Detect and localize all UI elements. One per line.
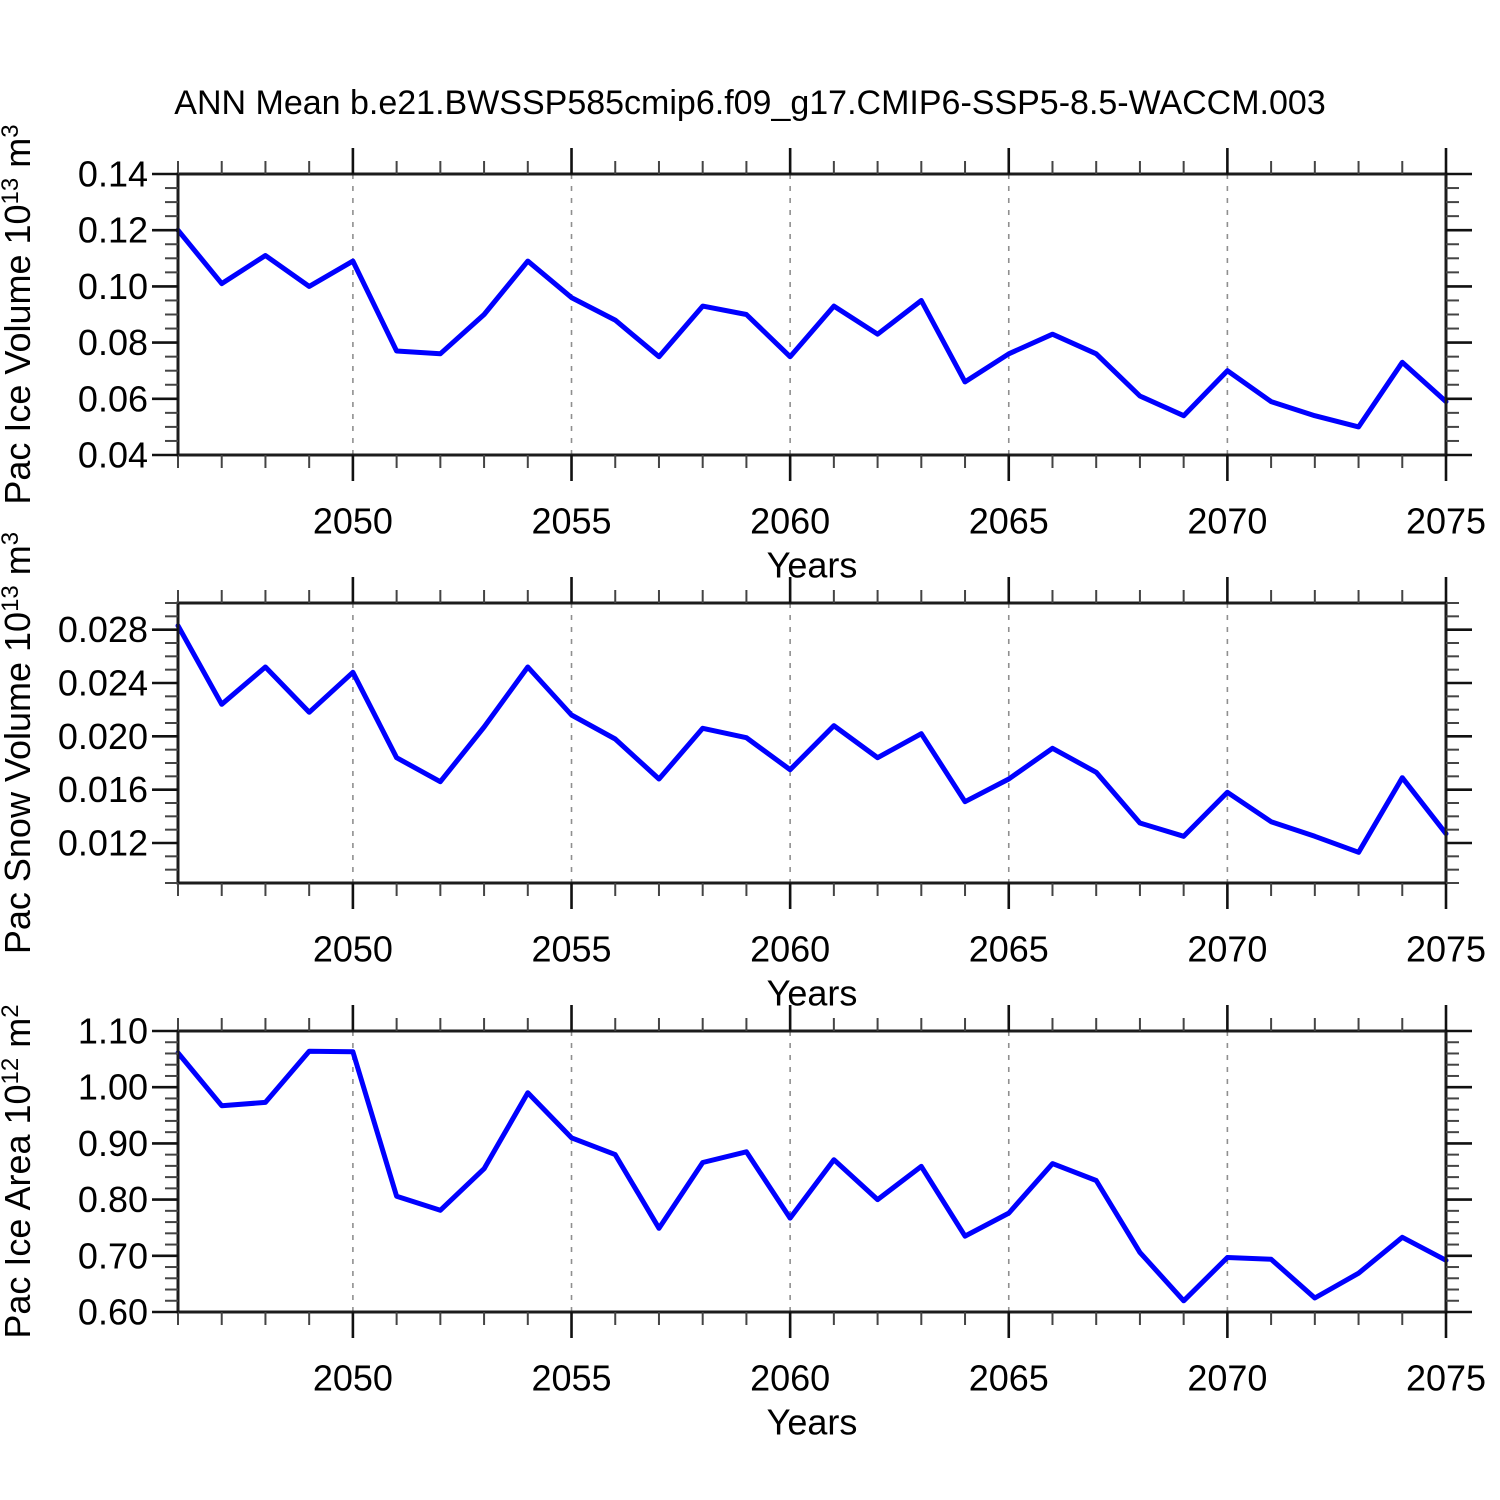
pac-snow-volume-gridlines bbox=[352, 603, 1229, 883]
x-tick-label: 2075 bbox=[1406, 929, 1486, 970]
pac-ice-area-line bbox=[175, 1048, 1449, 1304]
y-tick-label: 0.90 bbox=[78, 1123, 148, 1164]
x-tick-label: 2075 bbox=[1406, 501, 1486, 542]
x-tick-label: 2055 bbox=[531, 501, 611, 542]
y-tick-label: 0.80 bbox=[78, 1179, 148, 1220]
pac-ice-area-x-axis-label: Years bbox=[767, 1402, 858, 1443]
pac-ice-volume-y-ticks bbox=[152, 172, 1472, 457]
pac-snow-volume-y-axis-label: Pac Snow Volume 1013 m3 bbox=[0, 532, 38, 954]
pac-snow-volume-x-axis-label: Years bbox=[767, 973, 858, 1014]
x-tick-label: 2050 bbox=[313, 501, 393, 542]
panel-pac-ice-area: 0.60 0.70 0.80 0.90 1.00 1.10 2050 2055 2060 2065… bbox=[0, 1004, 1486, 1442]
y-tick-label: 1.00 bbox=[78, 1067, 148, 1108]
x-tick-label: 2060 bbox=[750, 929, 830, 970]
pac-ice-area-plot-border bbox=[176, 1029, 1448, 1314]
y-tick-label: 0.04 bbox=[78, 435, 148, 476]
x-tick-label: 2075 bbox=[1406, 1358, 1486, 1399]
x-tick-label: 2065 bbox=[969, 501, 1049, 542]
x-tick-label: 2065 bbox=[969, 929, 1049, 970]
y-tick-label: 0.012 bbox=[58, 823, 148, 864]
chart-title: ANN Mean b.e21.BWSSP585cmip6.f09_g17.CMI… bbox=[174, 84, 1326, 122]
pac-ice-volume-x-axis-label: Years bbox=[767, 545, 858, 586]
pac-snow-volume-plot-border bbox=[176, 601, 1448, 885]
y-tick-label: 0.06 bbox=[78, 378, 148, 419]
x-tick-label: 2050 bbox=[313, 1358, 393, 1399]
panel-pac-snow-volume: 0.012 0.016 0.020 0.024 0.028 2050 2055 2060 206… bbox=[0, 532, 1486, 1014]
y-tick-label: 0.60 bbox=[78, 1292, 148, 1333]
x-tick-label: 2060 bbox=[750, 501, 830, 542]
pac-ice-area-x-ticks bbox=[177, 1005, 1448, 1338]
x-tick-label: 2065 bbox=[969, 1358, 1049, 1399]
y-tick-label: 0.14 bbox=[78, 154, 148, 195]
panel-pac-ice-volume: 0.04 0.06 0.08 0.10 0.12 0.14 2050 2055 2060 2065… bbox=[0, 124, 1486, 585]
x-tick-label: 2055 bbox=[531, 929, 611, 970]
y-tick-label: 0.028 bbox=[58, 609, 148, 650]
x-tick-label: 2055 bbox=[531, 1358, 611, 1399]
x-tick-label: 2070 bbox=[1187, 929, 1267, 970]
pac-snow-volume-y-ticks bbox=[152, 602, 1472, 884]
pac-ice-area-y-ticks bbox=[152, 1029, 1472, 1314]
pac-snow-volume-line bbox=[175, 623, 1449, 855]
x-tick-label: 2070 bbox=[1187, 1358, 1267, 1399]
x-tick-label: 2050 bbox=[313, 929, 393, 970]
y-tick-label: 1.10 bbox=[78, 1011, 148, 1052]
y-tick-label: 0.12 bbox=[78, 210, 148, 251]
y-tick-label: 0.020 bbox=[58, 716, 148, 757]
pac-snow-volume-x-ticks bbox=[177, 577, 1448, 909]
x-tick-label: 2070 bbox=[1187, 501, 1267, 542]
pac-ice-volume-y-axis-label: Pac Ice Volume 1013 m3 bbox=[0, 124, 38, 504]
pac-ice-volume-line bbox=[175, 227, 1449, 430]
pac-ice-area-y-axis-label: Pac Ice Area 1012 m2 bbox=[0, 1004, 38, 1338]
y-tick-label: 0.024 bbox=[58, 663, 148, 704]
y-tick-label: 0.016 bbox=[58, 769, 148, 810]
pac-ice-volume-plot-border bbox=[176, 172, 1448, 457]
y-tick-label: 0.70 bbox=[78, 1235, 148, 1276]
pac-ice-volume-x-ticks bbox=[177, 148, 1448, 481]
y-tick-label: 0.10 bbox=[78, 266, 148, 307]
y-tick-label: 0.08 bbox=[78, 322, 148, 363]
x-tick-label: 2060 bbox=[750, 1358, 830, 1399]
